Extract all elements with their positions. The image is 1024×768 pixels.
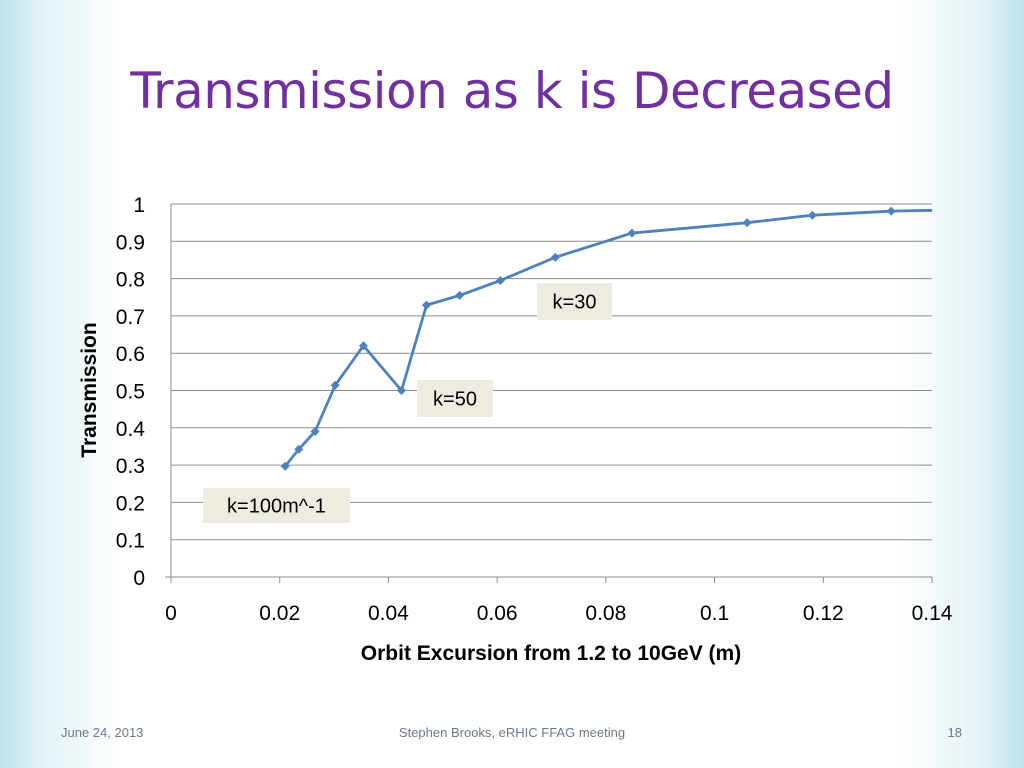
chart-annotations: k=100m^-1 k=50 k=30 (203, 283, 612, 523)
y-tick-label: 0.9 (116, 231, 145, 254)
chart-tick-labels: 0 0.1 0.2 0.3 0.4 0.5 0.6 0.7 0.8 0.9 1 0 0.02 0.04 0.… (116, 194, 953, 625)
data-point-marker (358, 341, 368, 351)
data-point-marker (330, 380, 340, 390)
data-point-marker (550, 252, 560, 262)
y-tick-label: 0.2 (116, 492, 145, 515)
y-tick-label: 0.6 (116, 343, 145, 366)
data-point-marker (310, 427, 320, 437)
data-point-marker (742, 218, 752, 228)
data-point-marker (627, 228, 637, 238)
annotation-box (417, 380, 493, 417)
x-tick-label: 0.06 (477, 602, 518, 625)
y-tick-label: 0.3 (116, 455, 145, 478)
data-point-marker (807, 210, 817, 220)
y-tick-label: 0.8 (116, 269, 145, 292)
data-point-marker (396, 386, 406, 395)
data-point-marker (455, 290, 465, 300)
x-axis-label: Orbit Excursion from 1.2 to 10GeV (m) (361, 642, 741, 665)
data-point-marker (886, 206, 896, 216)
annotation-box (203, 488, 350, 523)
x-tick-label: 0.08 (585, 602, 626, 625)
y-tick-label: 0.5 (116, 381, 145, 404)
x-tick-label: 0.02 (259, 602, 300, 625)
annotation-label: k=30 (553, 292, 597, 314)
data-point-marker (421, 300, 431, 310)
y-tick-label: 0 (133, 567, 145, 590)
y-tick-label: 0.4 (116, 418, 146, 441)
y-tick-label: 1 (133, 194, 145, 217)
footer-presenter: Stephen Brooks, eRHIC FFAG meeting (398, 725, 626, 740)
footer-date: June 24, 2013 (61, 725, 144, 740)
x-tick-label: 0.14 (912, 602, 953, 625)
x-tick-label: 0.1 (700, 602, 729, 625)
x-tick-label: 0.12 (803, 602, 844, 625)
data-point-marker (495, 275, 505, 285)
y-axis-label: Transmission (78, 322, 101, 457)
annotation-box (537, 283, 612, 320)
data-point-marker (294, 444, 304, 454)
x-tick-label: 0 (165, 602, 177, 625)
y-tick-label: 0.7 (116, 306, 145, 329)
y-tick-label: 0.1 (116, 530, 145, 553)
chart-axes (165, 204, 933, 583)
chart-series (280, 206, 933, 471)
x-tick-label: 0.04 (368, 602, 409, 625)
slide-title: Transmission as k is Decreased (130, 62, 894, 120)
page-number: 18 (947, 725, 962, 740)
annotation-label: k=50 (433, 389, 477, 411)
annotation-label: k=100m^-1 (227, 496, 326, 518)
data-point-marker (280, 461, 290, 471)
